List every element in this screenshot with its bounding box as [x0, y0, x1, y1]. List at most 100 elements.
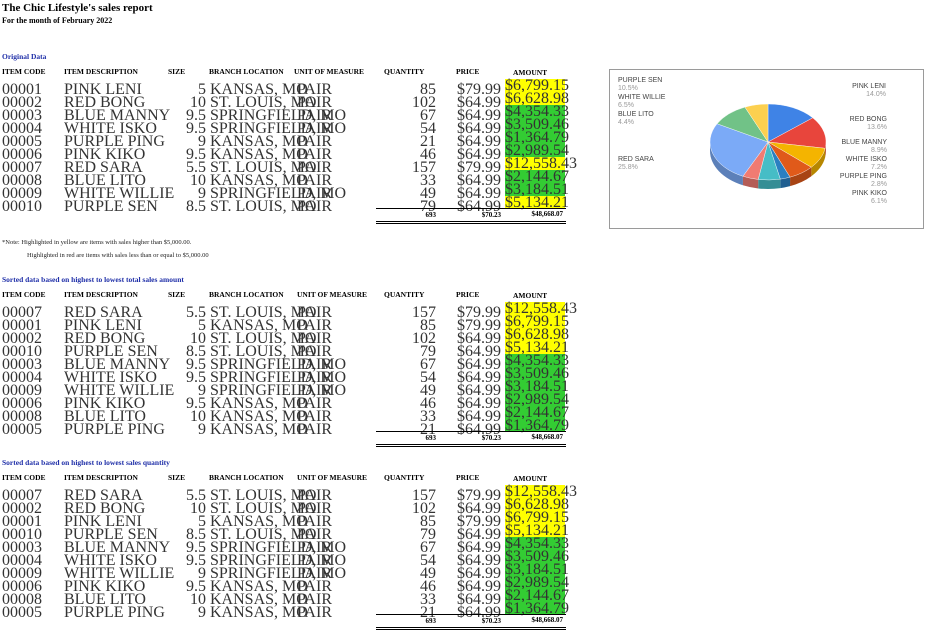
item-description-cell: BLUE MANNY: [64, 107, 171, 124]
pie-label-name: PURPLE PING: [839, 173, 887, 180]
amount-cell: $1,364.79: [505, 417, 569, 434]
item-code-cell: 00010: [2, 343, 42, 360]
branch-location-cell: ST. LOUIS, MO: [210, 526, 317, 543]
size-cell: 9: [198, 382, 206, 399]
price-cell: $64.99: [457, 198, 501, 215]
pie-label: RED BONG 13.6%: [850, 116, 887, 132]
price-cell: $64.99: [457, 343, 501, 360]
size-cell: 9: [198, 421, 206, 438]
size-cell: 8.5: [186, 198, 206, 215]
unit-of-measure-cell: PAIR: [297, 133, 332, 150]
quantity-cell: 102: [412, 330, 436, 347]
quantity-cell: 46: [420, 395, 436, 412]
total-rule-bottom: [376, 627, 566, 630]
size-cell: 10: [190, 94, 206, 111]
quantity-cell: 46: [420, 578, 436, 595]
table-row: 00006 PINK KIKO 9.5 KANSAS, MO PAIR 46 $64.99 $…: [0, 143, 580, 164]
pie-label-name: PINK LENI: [852, 83, 886, 90]
table-row: 00009 WHITE WILLIE 9 SPRINGFIELD, MO PAIR 49 $…: [0, 562, 580, 583]
table-row: 00003 BLUE MANNY 9.5 SPRINGFIELD, MO PAIR 67 $…: [0, 104, 580, 125]
branch-location-cell: SPRINGFIELD, MO: [210, 369, 347, 386]
header-unit-of-measure: UNIT OF MEASURE: [297, 290, 368, 299]
unit-of-measure-cell: PAIR: [297, 369, 332, 386]
table-row: 00004 WHITE ISKO 9.5 SPRINGFIELD, MO PAIR 54 $…: [0, 366, 580, 387]
highlight-note: *Note: Highlighted in yellow are items w…: [2, 236, 209, 262]
size-cell: 10: [190, 408, 206, 425]
item-code-cell: 00003: [2, 107, 42, 124]
unit-of-measure-cell: PAIR: [297, 343, 332, 360]
quantity-cell: 157: [412, 304, 436, 321]
unit-of-measure-cell: PAIR: [297, 317, 332, 334]
item-code-cell: 00005: [2, 421, 42, 438]
amount-cell: $5,134.21: [505, 194, 569, 211]
header-price: PRICE: [456, 473, 480, 482]
item-code-cell: 00001: [2, 81, 42, 98]
quantity-cell: 67: [420, 107, 436, 124]
branch-location-cell: ST. LOUIS, MO: [210, 487, 317, 504]
sales-pie-chart[interactable]: PINK LENI 14.0% RED BONG 13.6% BLUE MANNY 8.9…: [609, 69, 924, 229]
price-cell: $64.99: [457, 382, 501, 399]
unit-of-measure-cell: PAIR: [297, 159, 332, 176]
price-cell: $64.99: [457, 408, 501, 425]
item-code-cell: 00008: [2, 591, 42, 608]
pie-slice-white-willie[interactable]: [744, 103, 769, 143]
price-cell: $79.99: [457, 159, 501, 176]
amount-cell: $6,628.98: [505, 326, 569, 343]
size-cell: 9.5: [186, 120, 206, 137]
unit-of-measure-cell: PAIR: [297, 172, 332, 189]
pie-label: BLUE MANNY 8.9%: [841, 139, 887, 155]
table-total-row: 693 $70.23 $48,668.07: [0, 432, 580, 444]
table-row: 00008 BLUE LITO 10 KANSAS, MO PAIR 33 $64.99 $2…: [0, 588, 580, 609]
item-code-cell: 00004: [2, 120, 42, 137]
size-cell: 5: [198, 81, 206, 98]
item-code-cell: 00001: [2, 317, 42, 334]
price-cell: $64.99: [457, 94, 501, 111]
item-description-cell: PINK KIKO: [64, 146, 146, 163]
header-unit-of-measure: UNIT OF MEASURE: [294, 67, 365, 76]
size-cell: 5.5: [186, 487, 206, 504]
item-code-cell: 00004: [2, 552, 42, 569]
table-total-row: 693 $70.23 $48,668.07: [0, 615, 580, 627]
item-code-cell: 00009: [2, 382, 42, 399]
section-title: Sorted data based on highest to lowest t…: [2, 275, 184, 284]
table-row: 00005 PURPLE PING 9 KANSAS, MO PAIR 21 $64.99 $…: [0, 601, 580, 622]
amount-cell: $3,184.51: [505, 378, 569, 395]
amount-cell: $4,354.33: [505, 352, 569, 369]
pie-slice-side: [811, 148, 826, 177]
branch-location-cell: KANSAS, MO: [210, 146, 308, 163]
pie-label: PURPLE SEN 10.5%: [618, 77, 662, 93]
size-cell: 8.5: [186, 526, 206, 543]
table-header: ITEM CODE ITEM DESCRIPTION SIZE BRANCH LOCA…: [0, 472, 580, 484]
header-unit-of-measure: UNIT OF MEASURE: [297, 473, 368, 482]
item-description-cell: BLUE MANNY: [64, 539, 171, 556]
price-cell: $64.99: [457, 146, 501, 163]
table-row: 00004 WHITE ISKO 9.5 SPRINGFIELD, MO PAIR 54 $…: [0, 549, 580, 570]
item-description-cell: WHITE ISKO: [64, 552, 157, 569]
item-description-cell: BLUE LITO: [64, 591, 146, 608]
amount-cell: $6,799.15: [505, 77, 569, 94]
size-cell: 5.5: [186, 304, 206, 321]
branch-location-cell: ST. LOUIS, MO: [210, 330, 317, 347]
branch-location-cell: ST. LOUIS, MO: [210, 198, 317, 215]
amount-cell: $3,509.46: [505, 116, 569, 133]
size-cell: 9: [198, 185, 206, 202]
item-code-cell: 00004: [2, 369, 42, 386]
header-branch-location: BRANCH LOCATION: [209, 473, 284, 482]
pie-label: RED SARA 25.8%: [618, 156, 654, 172]
size-cell: 9.5: [186, 578, 206, 595]
header-item-code: ITEM CODE: [2, 290, 46, 299]
size-cell: 9.5: [186, 539, 206, 556]
quantity-cell: 49: [420, 565, 436, 582]
pie-slice-pink-leni[interactable]: [767, 103, 814, 143]
price-cell: $79.99: [457, 317, 501, 334]
item-code-cell: 00005: [2, 604, 42, 621]
pie-label: BLUE LITO 4.4%: [618, 111, 654, 127]
total-rule-top: [376, 614, 566, 615]
quantity-cell: 85: [420, 81, 436, 98]
item-code-cell: 00008: [2, 408, 42, 425]
price-cell: $64.99: [457, 604, 501, 621]
quantity-cell: 102: [412, 500, 436, 517]
item-code-cell: 00002: [2, 94, 42, 111]
pie-label-percent: 10.5%: [618, 85, 638, 92]
size-cell: 5: [198, 317, 206, 334]
